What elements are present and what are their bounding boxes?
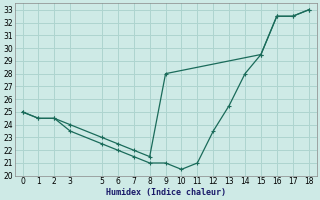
X-axis label: Humidex (Indice chaleur): Humidex (Indice chaleur) xyxy=(106,188,226,197)
